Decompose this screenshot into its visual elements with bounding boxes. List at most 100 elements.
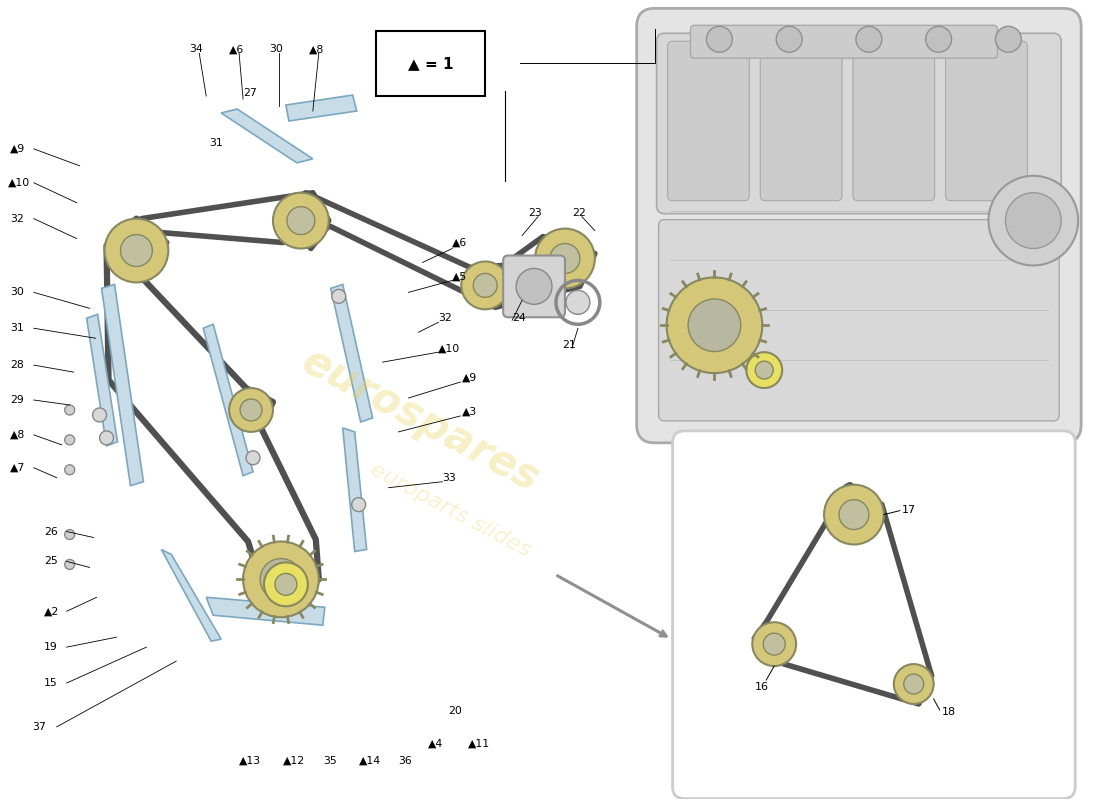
Text: 33: 33 — [442, 473, 456, 482]
Circle shape — [894, 664, 934, 704]
Text: 30: 30 — [10, 287, 24, 298]
Text: ▲4: ▲4 — [428, 739, 443, 749]
Text: ▲6: ▲6 — [452, 238, 468, 247]
Text: europarts slides: europarts slides — [367, 459, 534, 560]
Text: ▲12: ▲12 — [283, 756, 305, 766]
Text: ▲11: ▲11 — [469, 739, 491, 749]
Text: ▲10: ▲10 — [439, 343, 461, 353]
Circle shape — [904, 674, 924, 694]
Circle shape — [260, 558, 301, 600]
Text: 26: 26 — [44, 526, 57, 537]
Text: 34: 34 — [189, 44, 204, 54]
Circle shape — [550, 243, 580, 274]
Circle shape — [240, 399, 262, 421]
Text: ▲5: ▲5 — [452, 271, 468, 282]
Circle shape — [65, 559, 75, 570]
Circle shape — [706, 26, 733, 52]
Text: 21: 21 — [562, 340, 575, 350]
Text: 36: 36 — [398, 756, 412, 766]
FancyBboxPatch shape — [672, 431, 1075, 798]
Circle shape — [229, 388, 273, 432]
Circle shape — [763, 633, 785, 655]
Text: ▲13: ▲13 — [239, 756, 261, 766]
Text: ▲6: ▲6 — [229, 44, 244, 54]
Text: 28: 28 — [10, 360, 23, 370]
FancyBboxPatch shape — [375, 31, 485, 96]
Circle shape — [989, 176, 1078, 266]
Text: ▲8: ▲8 — [309, 44, 324, 54]
Text: 32: 32 — [10, 214, 23, 224]
Text: 27: 27 — [243, 88, 256, 98]
Text: ▲8: ▲8 — [10, 430, 25, 440]
Circle shape — [667, 278, 762, 373]
Circle shape — [461, 262, 509, 310]
Circle shape — [689, 299, 740, 351]
Circle shape — [65, 405, 75, 415]
Text: ▲9: ▲9 — [10, 144, 25, 154]
Text: 24: 24 — [513, 314, 526, 323]
FancyBboxPatch shape — [852, 42, 935, 201]
FancyBboxPatch shape — [760, 42, 842, 201]
Text: 20: 20 — [449, 706, 462, 716]
Text: eurospares: eurospares — [295, 340, 547, 500]
Text: ▲14: ▲14 — [359, 756, 381, 766]
FancyBboxPatch shape — [637, 8, 1081, 443]
Text: ▲ = 1: ▲ = 1 — [408, 56, 453, 70]
Text: 31: 31 — [209, 138, 223, 148]
Text: 37: 37 — [32, 722, 45, 732]
Circle shape — [752, 622, 796, 666]
Text: ▲2: ▲2 — [44, 606, 59, 616]
Circle shape — [332, 290, 345, 303]
Text: 32: 32 — [439, 314, 452, 323]
Circle shape — [473, 274, 497, 298]
Circle shape — [65, 530, 75, 539]
Circle shape — [121, 234, 153, 266]
FancyBboxPatch shape — [668, 42, 749, 201]
Text: 17: 17 — [902, 505, 916, 514]
Text: ▲3: ▲3 — [462, 407, 477, 417]
Circle shape — [746, 352, 782, 388]
Text: 16: 16 — [756, 682, 769, 692]
Circle shape — [856, 26, 882, 52]
Circle shape — [273, 193, 329, 249]
Polygon shape — [162, 550, 221, 641]
Text: 31: 31 — [10, 323, 23, 334]
Circle shape — [100, 431, 113, 445]
Circle shape — [756, 361, 773, 379]
Circle shape — [352, 498, 365, 512]
Polygon shape — [331, 285, 373, 422]
Text: 29: 29 — [10, 395, 23, 405]
Circle shape — [516, 269, 552, 304]
Circle shape — [104, 218, 168, 282]
Circle shape — [246, 451, 260, 465]
Circle shape — [565, 290, 590, 314]
FancyBboxPatch shape — [503, 255, 565, 318]
Text: ▲7: ▲7 — [10, 462, 25, 473]
Polygon shape — [221, 109, 312, 163]
Circle shape — [65, 465, 75, 474]
FancyBboxPatch shape — [691, 26, 998, 58]
Circle shape — [243, 542, 319, 618]
Polygon shape — [343, 428, 366, 551]
Circle shape — [92, 408, 107, 422]
Text: 23: 23 — [528, 208, 542, 218]
Circle shape — [996, 26, 1022, 52]
Text: 18: 18 — [942, 707, 956, 717]
Circle shape — [926, 26, 952, 52]
FancyBboxPatch shape — [946, 42, 1027, 201]
Text: 35: 35 — [322, 756, 337, 766]
Circle shape — [264, 562, 308, 606]
Circle shape — [824, 485, 883, 545]
Polygon shape — [87, 314, 118, 446]
Text: 25: 25 — [44, 557, 57, 566]
Polygon shape — [206, 598, 324, 626]
Polygon shape — [286, 95, 356, 121]
Circle shape — [1005, 193, 1062, 249]
Text: 30: 30 — [270, 44, 283, 54]
FancyBboxPatch shape — [659, 220, 1059, 421]
Circle shape — [839, 500, 869, 530]
Polygon shape — [101, 285, 143, 486]
Circle shape — [535, 229, 595, 288]
Circle shape — [777, 26, 802, 52]
Text: 15: 15 — [44, 678, 57, 688]
